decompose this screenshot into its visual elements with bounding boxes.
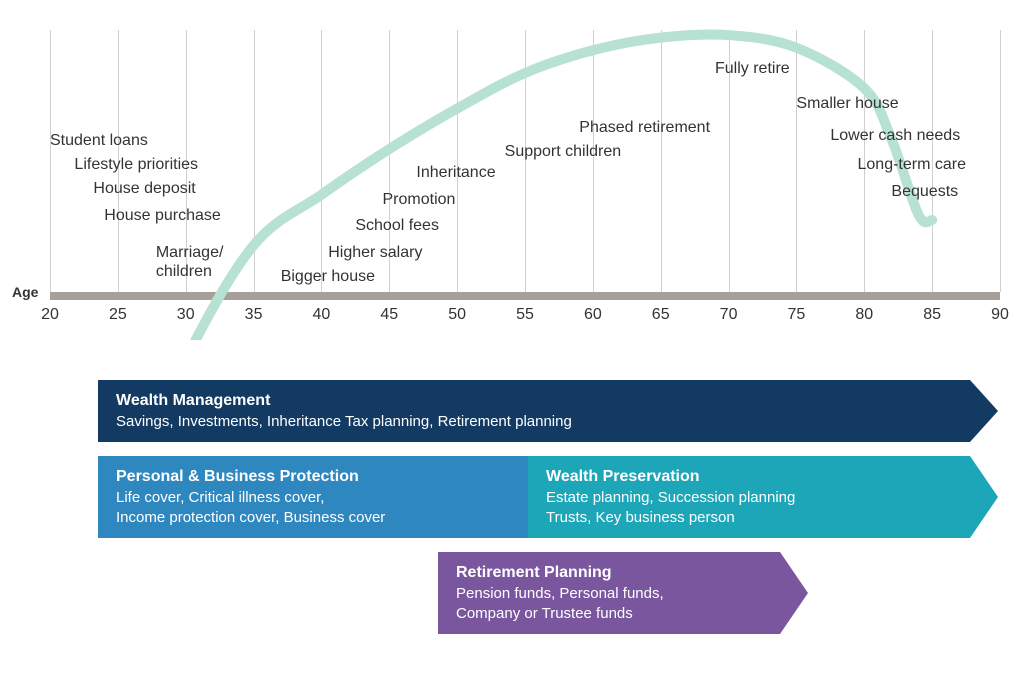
gridline (796, 30, 797, 292)
life-event-label: Marriage/children (156, 243, 224, 281)
life-event-label: Lifestyle priorities (74, 155, 198, 174)
age-tick: 65 (652, 306, 670, 324)
age-tick: 60 (584, 306, 602, 324)
age-tick: 50 (448, 306, 466, 324)
band-subtitle: Life cover, Critical illness cover,Incom… (116, 488, 385, 529)
life-event-label: House purchase (104, 206, 221, 225)
age-tick: 80 (855, 306, 873, 324)
age-tick: 75 (788, 306, 806, 324)
life-event-label: Lower cash needs (830, 126, 960, 145)
band-title: Retirement Planning (456, 562, 664, 584)
band-title: Wealth Management (116, 390, 572, 412)
life-event-label: Inheritance (416, 163, 495, 182)
axis-label-age: Age (12, 284, 38, 300)
age-axis-bar (50, 292, 1000, 300)
life-event-label: Smaller house (796, 94, 898, 113)
band-retirement: Retirement Planning Pension funds, Perso… (438, 552, 808, 634)
gridline (254, 30, 255, 292)
age-tick: 35 (245, 306, 263, 324)
band-subtitle: Savings, Investments, Inheritance Tax pl… (116, 412, 572, 432)
life-curve-chart: Age 20 25 30 35 40 45 50 55 60 65 70 75 80 85 90 Stude… (0, 0, 1024, 340)
band-subtitle: Estate planning, Succession planningTrus… (546, 488, 795, 529)
band-title: Personal & Business Protection (116, 466, 385, 488)
age-tick: 90 (991, 306, 1009, 324)
gridline (661, 30, 662, 292)
gridline (50, 30, 51, 292)
band-protection: Personal & Business Protection Life cove… (98, 456, 558, 538)
life-event-label: Bigger house (281, 267, 375, 286)
band-wealth-management: Wealth Management Savings, Investments, … (98, 380, 998, 442)
band-title: Wealth Preservation (546, 466, 795, 488)
life-event-label: Student loans (50, 131, 148, 150)
age-tick: 45 (380, 306, 398, 324)
gridline (321, 30, 322, 292)
life-event-label: Promotion (383, 190, 456, 209)
age-tick: 20 (41, 306, 59, 324)
age-tick: 25 (109, 306, 127, 324)
age-tick: 85 (923, 306, 941, 324)
band-preservation: Wealth Preservation Estate planning, Suc… (528, 456, 998, 538)
life-event-label: Long-term care (858, 155, 967, 174)
age-tick: 70 (720, 306, 738, 324)
age-tick: 40 (313, 306, 331, 324)
gridline (525, 30, 526, 292)
service-bands: Wealth Management Savings, Investments, … (98, 380, 998, 648)
life-event-label: Bequests (891, 182, 958, 201)
gridline (1000, 30, 1001, 292)
gridline (457, 30, 458, 292)
life-event-label: House deposit (93, 179, 195, 198)
life-event-label: Support children (505, 142, 622, 161)
gridline (593, 30, 594, 292)
life-event-label: Higher salary (328, 243, 422, 262)
age-tick: 55 (516, 306, 534, 324)
band-subtitle: Pension funds, Personal funds,Company or… (456, 584, 664, 625)
life-event-label: Fully retire (715, 59, 790, 78)
life-event-label: School fees (355, 216, 439, 235)
life-event-label: Phased retirement (579, 118, 710, 137)
age-tick: 30 (177, 306, 195, 324)
